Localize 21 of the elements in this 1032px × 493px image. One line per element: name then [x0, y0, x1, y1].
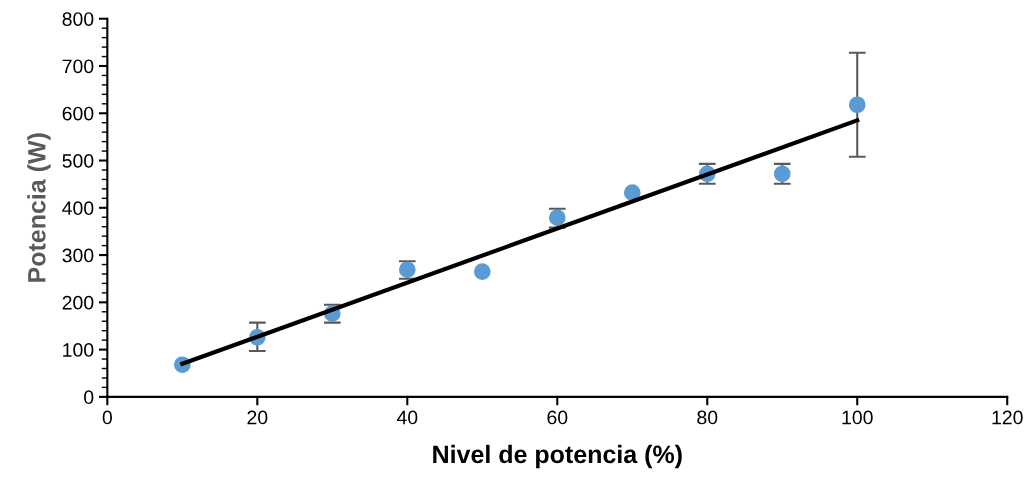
point — [473, 263, 491, 280]
x-tick-label: 40 — [396, 410, 418, 425]
point — [848, 96, 866, 114]
x-tick-label: 60 — [547, 410, 568, 425]
x-tick-label: 0 — [102, 410, 112, 425]
x-tick-label: 100 — [842, 410, 873, 425]
y-tick-label: 0 — [84, 390, 94, 405]
y-tick-label: 300 — [62, 248, 94, 263]
y-tick-label: 800 — [62, 12, 94, 26]
point — [623, 184, 641, 202]
y-tick-label: 500 — [62, 154, 94, 168]
y-tick-label: 600 — [62, 106, 94, 121]
x-tick-label: 20 — [247, 410, 268, 425]
x-axis-title: Nivel de potencia (%) — [433, 444, 682, 469]
y-axis-title: Potencia (W) — [27, 133, 51, 282]
x-tick-label: 120 — [992, 410, 1023, 425]
y-tick-label: 200 — [62, 295, 94, 310]
y-tick-label: 700 — [62, 59, 94, 74]
x-tick-label: 80 — [697, 410, 718, 425]
y-tick-label: 100 — [63, 343, 94, 357]
y-tick-label: 400 — [62, 201, 94, 216]
